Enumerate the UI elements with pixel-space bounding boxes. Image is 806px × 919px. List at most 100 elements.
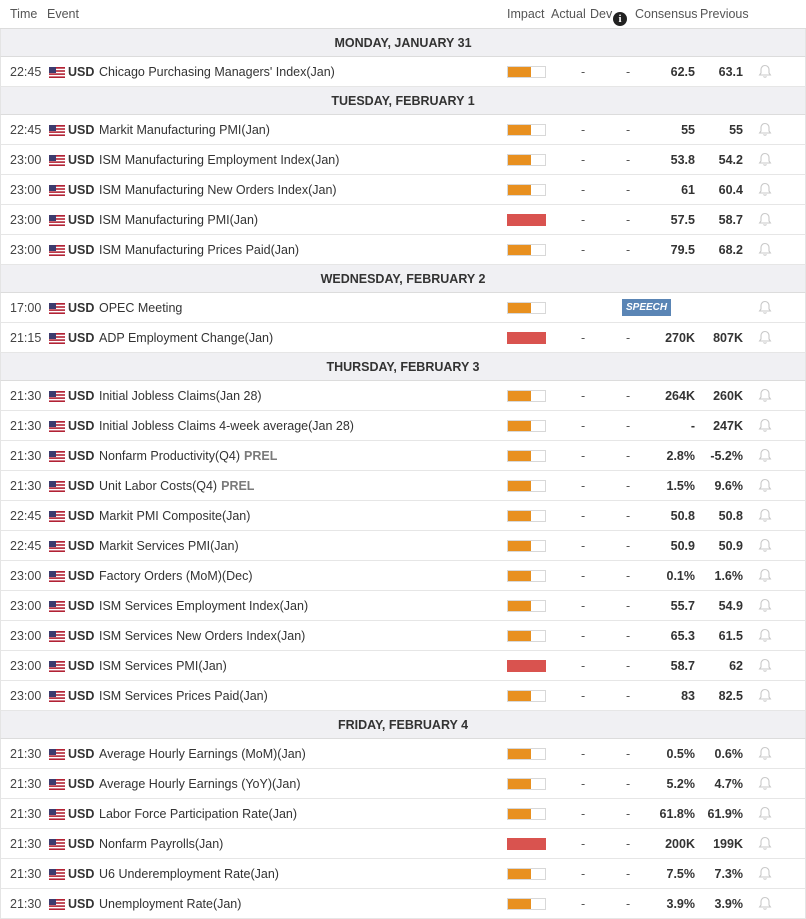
bell-icon[interactable] [758, 628, 772, 643]
event-title[interactable]: Initial Jobless Claims(Jan 28) [99, 389, 262, 403]
event-title[interactable]: ISM Services PMI(Jan) [99, 659, 227, 673]
event-title[interactable]: ISM Manufacturing PMI(Jan) [99, 213, 259, 227]
event-row[interactable]: 21:30 USD Initial Jobless Claims 4-week av… [0, 411, 806, 441]
event-title[interactable]: ISM Services Employment Index(Jan) [99, 599, 309, 613]
bell-icon[interactable] [758, 776, 772, 791]
event-name[interactable]: Nonfarm Payrolls(Jan) [99, 837, 223, 851]
event-name[interactable]: ISM Manufacturing Employment Index(Jan) [99, 153, 339, 167]
event-title[interactable]: Nonfarm Productivity(Q4) [99, 449, 241, 463]
bell-icon[interactable] [758, 448, 772, 463]
bell-icon[interactable] [758, 746, 772, 761]
event-title[interactable]: Chicago Purchasing Managers' Index(Jan) [99, 65, 335, 79]
column-dev[interactable]: Dev [590, 7, 613, 21]
bell-icon[interactable] [758, 152, 772, 167]
event-name[interactable]: Nonfarm Productivity(Q4) PREL [99, 449, 277, 463]
event-title[interactable]: Factory Orders (MoM)(Dec) [99, 569, 253, 583]
event-name[interactable]: ISM Services New Orders Index(Jan) [99, 629, 305, 643]
event-title[interactable]: Labor Force Participation Rate(Jan) [99, 807, 298, 821]
event-name[interactable]: ISM Services PMI(Jan) [99, 659, 227, 673]
event-row[interactable]: 22:45 USD Markit Manufacturing PMI(Jan) - - 5… [0, 115, 806, 145]
bell-icon[interactable] [758, 330, 772, 345]
event-row[interactable]: 23:00 USD ISM Services Employment Index(Ja… [0, 591, 806, 621]
event-name[interactable]: Markit Manufacturing PMI(Jan) [99, 123, 270, 137]
event-title[interactable]: Initial Jobless Claims 4-week average(Ja… [99, 419, 354, 433]
column-consensus[interactable]: Consensus [635, 7, 698, 21]
event-title[interactable]: Markit Manufacturing PMI(Jan) [99, 123, 270, 137]
event-name[interactable]: Unit Labor Costs(Q4) PREL [99, 479, 254, 493]
bell-icon[interactable] [758, 866, 772, 881]
event-title[interactable]: ISM Manufacturing Employment Index(Jan) [99, 153, 340, 167]
event-title[interactable]: ISM Services Prices Paid(Jan) [99, 689, 268, 703]
event-name[interactable]: Factory Orders (MoM)(Dec) [99, 569, 252, 583]
bell-icon[interactable] [758, 836, 772, 851]
bell-icon[interactable] [758, 598, 772, 613]
event-name[interactable]: ADP Employment Change(Jan) [99, 331, 273, 345]
bell-icon[interactable] [758, 688, 772, 703]
event-row[interactable]: 22:45 USD Chicago Purchasing Managers' Ind… [0, 57, 806, 87]
event-row[interactable]: 23:00 USD ISM Manufacturing New Orders Ind… [0, 175, 806, 205]
bell-icon[interactable] [758, 806, 772, 821]
event-row[interactable]: 21:15 USD ADP Employment Change(Jan) - - 270K… [0, 323, 806, 353]
bell-icon[interactable] [758, 122, 772, 137]
event-title[interactable]: Unit Labor Costs(Q4) [99, 479, 218, 493]
event-row[interactable]: 21:30 USD U6 Underemployment Rate(Jan) - - 7.… [0, 859, 806, 889]
event-row[interactable]: 23:00 USD ISM Services New Orders Index(Ja… [0, 621, 806, 651]
column-impact[interactable]: Impact [507, 7, 545, 21]
event-row[interactable]: 22:45 USD Markit PMI Composite(Jan) - - 50.8 5… [0, 501, 806, 531]
event-name[interactable]: Unemployment Rate(Jan) [99, 897, 241, 911]
event-row[interactable]: 23:00 USD ISM Manufacturing Employment Ind… [0, 145, 806, 175]
event-row[interactable]: 21:30 USD Average Hourly Earnings (YoY)(Ja… [0, 769, 806, 799]
column-previous[interactable]: Previous [700, 7, 749, 21]
event-name[interactable]: U6 Underemployment Rate(Jan) [99, 867, 279, 881]
event-name[interactable]: ISM Manufacturing Prices Paid(Jan) [99, 243, 299, 257]
event-title[interactable]: ISM Services New Orders Index(Jan) [99, 629, 306, 643]
event-name[interactable]: Initial Jobless Claims(Jan 28) [99, 389, 262, 403]
event-row[interactable]: 22:45 USD Markit Services PMI(Jan) - - 50.9 50… [0, 531, 806, 561]
event-name[interactable]: Initial Jobless Claims 4-week average(Ja… [99, 419, 354, 433]
bell-icon[interactable] [758, 182, 772, 197]
event-name[interactable]: Average Hourly Earnings (MoM)(Jan) [99, 747, 306, 761]
event-title[interactable]: ADP Employment Change(Jan) [99, 331, 274, 345]
event-name[interactable]: Labor Force Participation Rate(Jan) [99, 807, 297, 821]
event-title[interactable]: ISM Manufacturing Prices Paid(Jan) [99, 243, 300, 257]
event-row[interactable]: 23:00 USD ISM Services Prices Paid(Jan) - - 8… [0, 681, 806, 711]
event-name[interactable]: Markit Services PMI(Jan) [99, 539, 239, 553]
bell-icon[interactable] [758, 64, 772, 79]
bell-icon[interactable] [758, 568, 772, 583]
event-name[interactable]: ISM Manufacturing PMI(Jan) [99, 213, 258, 227]
event-row[interactable]: 21:30 USD Nonfarm Payrolls(Jan) - - 200K 199K [0, 829, 806, 859]
bell-icon[interactable] [758, 300, 772, 315]
event-title[interactable]: Average Hourly Earnings (MoM)(Jan) [99, 747, 306, 761]
event-name[interactable]: OPEC Meeting [99, 301, 182, 315]
event-name[interactable]: ISM Services Prices Paid(Jan) [99, 689, 268, 703]
event-row[interactable]: 21:30 USD Average Hourly Earnings (MoM)(Ja… [0, 739, 806, 769]
event-name[interactable]: Chicago Purchasing Managers' Index(Jan) [99, 65, 335, 79]
bell-icon[interactable] [758, 212, 772, 227]
column-event[interactable]: Event [47, 7, 79, 21]
event-row[interactable]: 21:30 USD Unit Labor Costs(Q4) PREL - - 1.5% 9.… [0, 471, 806, 501]
event-row[interactable]: 23:00 USD ISM Manufacturing PMI(Jan) - - 57.5… [0, 205, 806, 235]
event-title[interactable]: OPEC Meeting [99, 301, 183, 315]
bell-icon[interactable] [758, 508, 772, 523]
event-name[interactable]: ISM Manufacturing New Orders Index(Jan) [99, 183, 337, 197]
column-time[interactable]: Time [10, 7, 38, 21]
event-row[interactable]: 23:00 USD ISM Manufacturing Prices Paid(Ja… [0, 235, 806, 265]
bell-icon[interactable] [758, 896, 772, 911]
event-row[interactable]: 17:00 USD OPEC Meeting SPEECH [0, 293, 806, 323]
event-row[interactable]: 23:00 USD ISM Services PMI(Jan) - - 58.7 62 [0, 651, 806, 681]
event-title[interactable]: Unemployment Rate(Jan) [99, 897, 242, 911]
bell-icon[interactable] [758, 388, 772, 403]
event-title[interactable]: ISM Manufacturing New Orders Index(Jan) [99, 183, 337, 197]
event-row[interactable]: 21:30 USD Nonfarm Productivity(Q4) PREL - - 2.… [0, 441, 806, 471]
event-title[interactable]: U6 Underemployment Rate(Jan) [99, 867, 279, 881]
event-name[interactable]: Average Hourly Earnings (YoY)(Jan) [99, 777, 301, 791]
bell-icon[interactable] [758, 242, 772, 257]
bell-icon[interactable] [758, 538, 772, 553]
event-title[interactable]: Nonfarm Payrolls(Jan) [99, 837, 224, 851]
event-title[interactable]: Average Hourly Earnings (YoY)(Jan) [99, 777, 301, 791]
event-name[interactable]: ISM Services Employment Index(Jan) [99, 599, 308, 613]
event-name[interactable]: Markit PMI Composite(Jan) [99, 509, 250, 523]
event-row[interactable]: 23:00 USD Factory Orders (MoM)(Dec) - - 0.1% 1… [0, 561, 806, 591]
bell-icon[interactable] [758, 418, 772, 433]
bell-icon[interactable] [758, 478, 772, 493]
